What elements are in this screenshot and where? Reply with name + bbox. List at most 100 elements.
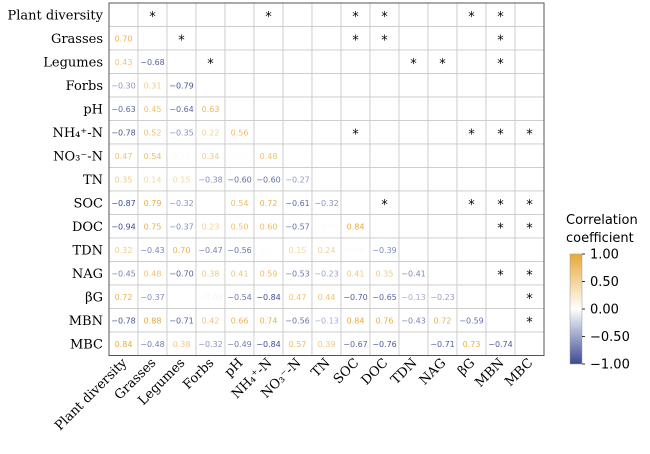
correlation-value: 0.56 xyxy=(231,128,249,137)
column-label: NAG xyxy=(417,356,450,389)
correlation-value: 0.45 xyxy=(144,105,162,114)
correlation-value: −0.13 xyxy=(314,316,339,325)
significance-star: * xyxy=(497,221,504,236)
heatmap-cell xyxy=(253,26,284,51)
correlation-value: 0.11 xyxy=(173,152,191,161)
significance-star: * xyxy=(468,198,475,213)
correlation-value: 0.44 xyxy=(318,293,336,302)
significance-star: * xyxy=(497,57,504,72)
correlation-value: 0.54 xyxy=(144,152,162,161)
heatmap-cell xyxy=(427,96,458,121)
correlation-value: −0.59 xyxy=(459,316,484,325)
row-label: SOC xyxy=(73,196,103,211)
heatmap-cell xyxy=(340,167,371,192)
heatmap-cell xyxy=(514,49,545,74)
heatmap-cell xyxy=(514,167,545,192)
heatmap-cell xyxy=(282,49,313,74)
correlation-value: −0.49 xyxy=(227,340,252,349)
correlation-value: 0.23 xyxy=(202,222,220,231)
correlation-value: −0.65 xyxy=(372,293,397,302)
correlation-value: 0.05 xyxy=(231,152,249,161)
correlation-value: −0.70 xyxy=(343,293,368,302)
heatmap-cell xyxy=(456,261,487,286)
colorbar xyxy=(569,253,583,365)
heatmap-cell xyxy=(485,143,516,168)
heatmap-cell xyxy=(398,143,429,168)
legend-title: coefficient xyxy=(566,231,634,246)
heatmap-cell xyxy=(369,49,400,74)
correlation-value: 0.31 xyxy=(144,81,162,90)
significance-star: * xyxy=(497,33,504,48)
heatmap-cell xyxy=(427,190,458,215)
correlation-value: −0.38 xyxy=(198,175,223,184)
heatmap-cell xyxy=(282,26,313,51)
significance-star: * xyxy=(265,10,272,25)
heatmap-cell xyxy=(398,167,429,192)
row-label: DOC xyxy=(72,220,103,235)
correlation-value: 0.43 xyxy=(115,58,133,67)
heatmap-cell xyxy=(282,96,313,121)
significance-star: * xyxy=(352,127,359,142)
legend-tick-label: 0.00 xyxy=(590,303,619,318)
column-label: MBN xyxy=(473,356,508,391)
column-label: Forbs xyxy=(180,356,217,393)
correlation-value: −0.74 xyxy=(488,340,513,349)
heatmap-cell xyxy=(427,143,458,168)
significance-star: * xyxy=(410,57,417,72)
correlation-value: 0.24 xyxy=(318,246,336,255)
row-label: Forbs xyxy=(66,79,103,94)
correlation-value: 0.48 xyxy=(260,152,278,161)
correlation-value: 0.88 xyxy=(144,316,162,325)
heatmap-cell xyxy=(485,73,516,98)
correlation-value: −0.45 xyxy=(111,269,136,278)
correlation-value: 0.74 xyxy=(260,316,278,325)
legend-tick-label: −1.00 xyxy=(590,358,630,373)
correlation-value: −0.76 xyxy=(372,340,397,349)
correlation-value: 0.22 xyxy=(202,128,220,137)
correlation-value: 0.41 xyxy=(231,269,249,278)
correlation-value: 0.35 xyxy=(376,269,394,278)
significance-star: * xyxy=(526,268,533,283)
heatmap-cell xyxy=(224,96,255,121)
heatmap-cell xyxy=(485,96,516,121)
row-label: βG xyxy=(85,290,103,305)
heatmap-cell xyxy=(427,237,458,262)
heatmap-cell xyxy=(398,26,429,51)
heatmap-cell xyxy=(398,190,429,215)
heatmap-cell xyxy=(282,73,313,98)
significance-star: * xyxy=(439,57,446,72)
significance-star: * xyxy=(497,10,504,25)
row-label: MBN xyxy=(69,314,103,329)
correlation-value: 0.34 xyxy=(202,152,220,161)
heatmap-cell xyxy=(514,237,545,262)
heatmap-cell xyxy=(456,284,487,309)
significance-star: * xyxy=(468,127,475,142)
significance-star: * xyxy=(526,315,533,330)
correlation-value: 0.72 xyxy=(434,316,452,325)
correlation-value: 0.84 xyxy=(115,340,133,349)
grid-border xyxy=(108,2,545,356)
heatmap-cell xyxy=(456,143,487,168)
heatmap-cell xyxy=(195,26,226,51)
heatmap-cell xyxy=(427,26,458,51)
row-label: TDN xyxy=(73,243,103,258)
row-label: TN xyxy=(83,173,103,188)
correlation-value: 0.15 xyxy=(173,175,191,184)
correlation-value: 0.75 xyxy=(144,222,162,231)
heatmap-cell xyxy=(514,73,545,98)
heatmap-cell xyxy=(369,214,400,239)
heatmap-cell xyxy=(427,214,458,239)
heatmap-cell xyxy=(456,96,487,121)
correlation-value: −0.32 xyxy=(314,199,339,208)
significance-star: * xyxy=(526,292,533,307)
heatmap-cell xyxy=(253,73,284,98)
heatmap-cell xyxy=(456,167,487,192)
significance-star: * xyxy=(526,127,533,142)
correlation-value: −0.09 xyxy=(198,293,223,302)
correlation-value: −0.61 xyxy=(285,199,310,208)
heatmap-cell xyxy=(485,284,516,309)
correlation-value: −0.56 xyxy=(227,246,252,255)
column-label: TDN xyxy=(388,356,420,388)
heatmap-cell xyxy=(340,73,371,98)
